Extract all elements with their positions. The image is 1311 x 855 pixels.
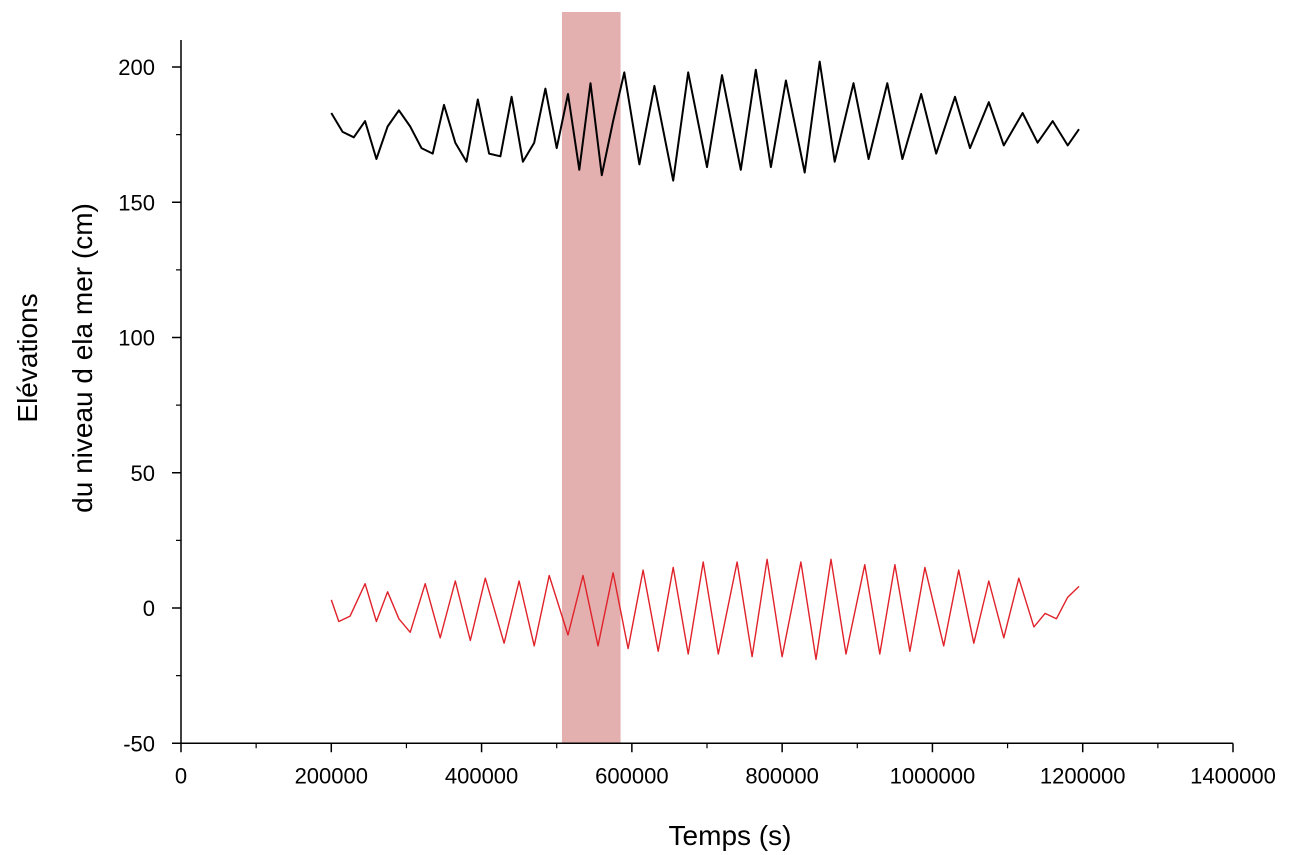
highlight-band-layer [561, 12, 621, 744]
y-tick-label: 200 [118, 55, 155, 80]
y-axis-title-line2: du niveau d ela mer (cm) [67, 203, 98, 513]
axes-layer [180, 40, 1233, 744]
x-tick-label: 0 [175, 763, 187, 788]
x-tick-label: 200000 [295, 763, 368, 788]
y-tick-label: 100 [118, 326, 155, 351]
x-tick-label: 1000000 [890, 763, 976, 788]
x-tick-label: 800000 [745, 763, 818, 788]
series-line-1 [330, 60, 1080, 182]
y-tick-label: -50 [123, 731, 155, 756]
series-layer [330, 60, 1080, 661]
y-tick-label: 50 [131, 461, 155, 486]
series-line-2 [330, 558, 1080, 661]
y-tick-label: 0 [143, 596, 155, 621]
ticks-layer: 0 200000 400000 600000 800000 1000000 1200000 1… [118, 55, 1276, 788]
x-tick-label: 400000 [445, 763, 518, 788]
x-axis-title: Temps (s) [669, 820, 792, 851]
x-tick-label: 600000 [595, 763, 668, 788]
y-tick-label: 150 [118, 190, 155, 215]
y-axis-title-line1: Elévations [12, 293, 43, 422]
x-tick-label: 1400000 [1190, 763, 1276, 788]
highlight-band [561, 12, 621, 744]
x-tick-label: 1200000 [1040, 763, 1126, 788]
